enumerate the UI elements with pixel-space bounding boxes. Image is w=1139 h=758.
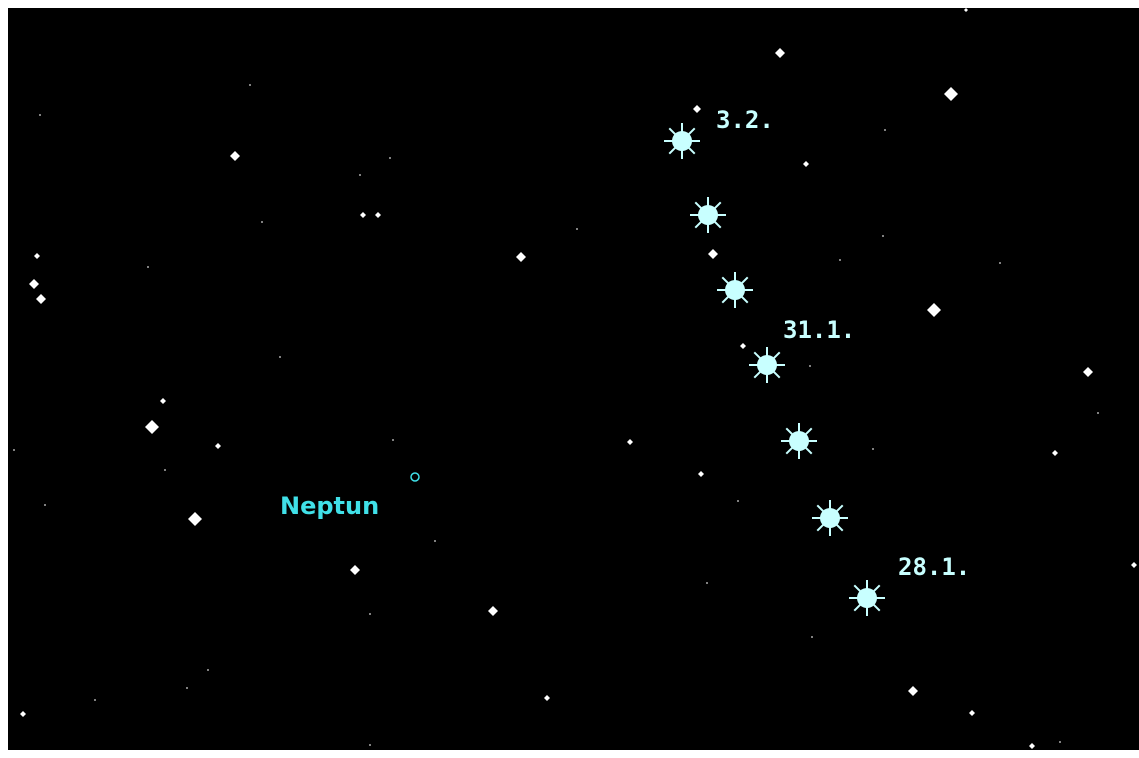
star <box>29 279 39 289</box>
star <box>737 500 739 502</box>
star <box>740 343 746 349</box>
star <box>261 221 263 223</box>
date-label: 31.1. <box>783 316 855 344</box>
star <box>1052 450 1058 456</box>
planet-marker <box>410 472 420 482</box>
star <box>164 469 166 471</box>
comet-position <box>849 580 885 616</box>
star <box>944 87 958 101</box>
star <box>13 449 15 451</box>
star <box>207 669 209 671</box>
comet-position <box>690 197 726 233</box>
star <box>94 699 96 701</box>
star <box>20 711 26 717</box>
sky-background <box>8 8 1139 750</box>
star <box>279 356 281 358</box>
comet-disc <box>698 205 718 225</box>
star <box>872 448 874 450</box>
star <box>215 443 221 449</box>
star <box>230 151 240 161</box>
star <box>698 471 704 477</box>
comet-disc <box>820 508 840 528</box>
star <box>359 174 361 176</box>
comet-position <box>781 423 817 459</box>
comet-position <box>749 347 785 383</box>
comet-position <box>812 500 848 536</box>
star <box>434 540 436 542</box>
star <box>627 439 633 445</box>
star <box>999 262 1001 264</box>
star <box>1029 743 1035 749</box>
star <box>1097 412 1099 414</box>
star <box>969 710 975 716</box>
star <box>389 157 391 159</box>
star <box>544 695 550 701</box>
comet-disc <box>672 131 692 151</box>
star <box>706 582 708 584</box>
star <box>516 252 526 262</box>
date-label: 28.1. <box>898 553 970 581</box>
comet-disc <box>789 431 809 451</box>
star <box>708 249 718 259</box>
star <box>160 398 166 404</box>
star <box>811 636 813 638</box>
star <box>1131 562 1137 568</box>
star <box>809 365 811 367</box>
star <box>147 266 149 268</box>
planet-label: Neptun <box>280 492 379 520</box>
comet-position <box>664 123 700 159</box>
star <box>375 212 381 218</box>
star <box>44 504 46 506</box>
star <box>188 512 202 526</box>
star <box>927 303 941 317</box>
star <box>392 439 394 441</box>
star <box>884 129 886 131</box>
star <box>39 114 41 116</box>
star <box>369 744 371 746</box>
star <box>839 259 841 261</box>
star <box>964 8 968 12</box>
date-label: 3.2. <box>716 106 774 134</box>
star <box>803 161 809 167</box>
star <box>488 606 498 616</box>
star <box>576 228 578 230</box>
star <box>693 105 701 113</box>
star <box>36 294 46 304</box>
comet-track <box>664 123 885 616</box>
star <box>360 212 366 218</box>
star <box>775 48 785 58</box>
star <box>145 420 159 434</box>
star <box>1083 367 1093 377</box>
star <box>1059 741 1061 743</box>
star <box>369 613 371 615</box>
star <box>908 686 918 696</box>
stars <box>13 8 1137 749</box>
star <box>882 235 884 237</box>
comet-position <box>717 272 753 308</box>
star <box>249 84 251 86</box>
star <box>186 687 188 689</box>
comet-disc <box>857 588 877 608</box>
comet-disc <box>757 355 777 375</box>
star <box>350 565 360 575</box>
star <box>34 253 40 259</box>
comet-disc <box>725 280 745 300</box>
